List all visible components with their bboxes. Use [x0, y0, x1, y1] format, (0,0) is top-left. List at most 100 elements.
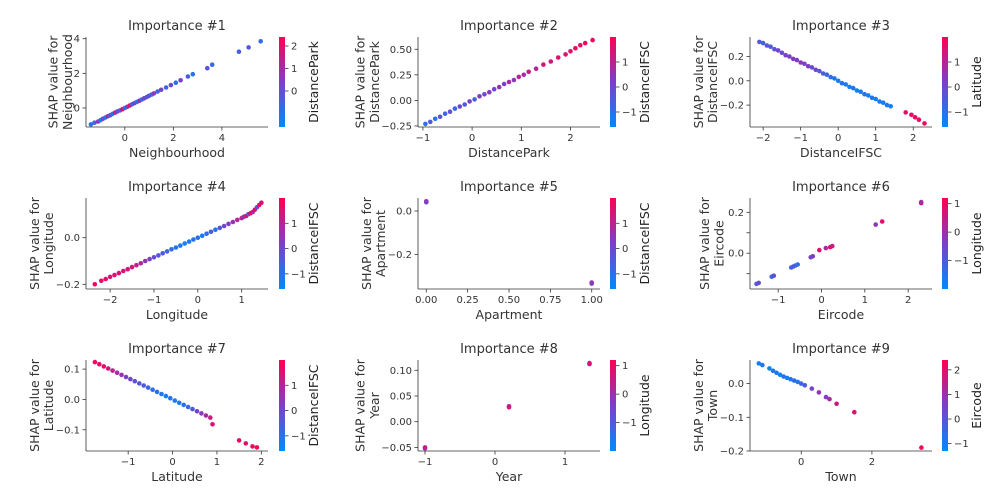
colorbar-label: Longitude	[969, 212, 984, 274]
data-point	[790, 56, 796, 62]
colorbar	[942, 198, 948, 289]
data-point	[795, 262, 800, 267]
x-tick-label: 1	[518, 133, 524, 144]
data-point	[555, 55, 561, 60]
data-point	[865, 93, 871, 98]
data-point	[843, 82, 848, 87]
y-axis-label-line-2: Year	[367, 391, 382, 419]
data-point	[783, 52, 788, 58]
colorbar-tick-label: 2	[954, 365, 960, 376]
x-axis-label: Apartment	[476, 307, 543, 322]
data-point	[862, 91, 867, 97]
data-point	[178, 78, 183, 83]
data-point	[178, 243, 183, 248]
data-point	[226, 221, 231, 227]
data-point	[442, 111, 448, 116]
chart-panel-3: Importance #3 −2 −1 0 1 2 −0.2 0.0 0.2 DistanceIF…	[691, 19, 984, 160]
data-point	[254, 445, 260, 450]
data-point	[472, 97, 477, 102]
data-point	[92, 120, 97, 125]
data-point	[767, 366, 772, 371]
x-tick-label: 0.00	[415, 295, 437, 306]
chart-panel-7: Importance #7−1 0 1 2−0.10.00.1LatitudeSHAP…	[27, 342, 321, 484]
chart-title: Importance #9	[792, 342, 890, 357]
chart-title: Importance #4	[128, 180, 226, 195]
colorbar-tick-label: −1	[954, 108, 969, 119]
data-point	[877, 99, 882, 104]
x-tick-label: 0	[469, 133, 475, 144]
data-point	[230, 219, 236, 225]
colorbar	[610, 198, 616, 289]
chart-panel-8: Importance #8−1 0 1−0.050.000.050.10YearSH…	[353, 342, 652, 484]
x-tick-label: 2	[910, 133, 916, 144]
data-point	[88, 122, 94, 127]
data-point	[199, 411, 204, 416]
data-point	[125, 266, 130, 272]
data-point	[176, 400, 182, 406]
data-point	[916, 117, 922, 122]
colorbar-tick-label: 0	[954, 228, 960, 239]
data-point	[190, 71, 196, 77]
data-point	[828, 74, 833, 80]
y-tick-label: −0.1	[56, 425, 80, 436]
y-axis-label-line-2: DistancePark	[367, 40, 382, 122]
data-point	[496, 84, 502, 90]
colorbar-tick-label: 0	[291, 87, 297, 98]
data-point	[191, 237, 196, 242]
data-point	[159, 391, 164, 397]
chart-title: Importance #6	[792, 180, 890, 195]
y-tick-label: 2	[74, 69, 80, 80]
x-axis-label: Neighbourhood	[129, 145, 225, 160]
data-point	[573, 46, 578, 51]
data-point	[168, 395, 173, 401]
y-tick-label: −0.2	[56, 280, 80, 291]
data-point	[779, 50, 785, 56]
x-tick-label: 2	[869, 457, 875, 468]
data-point	[918, 199, 924, 205]
data-point	[506, 79, 512, 85]
colorbar-tick-label: 0	[622, 244, 628, 255]
data-point	[97, 361, 102, 367]
colorbar-tick-label: −1	[954, 256, 969, 267]
data-point	[770, 368, 776, 374]
data-point	[869, 95, 875, 101]
y-axis-label: SHAP value forNeighbourhood	[45, 34, 74, 130]
data-point	[423, 121, 428, 127]
colorbar-tick-label: 1	[622, 361, 628, 372]
x-tick-label: 0	[122, 133, 128, 144]
y-tick-label: 0.1	[64, 365, 80, 376]
data-point	[541, 62, 546, 67]
x-tick-label: 0.25	[457, 295, 479, 306]
x-tick-label: 0	[818, 295, 824, 306]
data-point	[428, 119, 433, 125]
chart-panel-4: Importance #4−2 −1 0 1−0.20.0LongitudeSHAP …	[27, 180, 321, 322]
data-point	[491, 86, 497, 92]
data-point	[903, 110, 908, 115]
data-point	[169, 247, 174, 252]
data-point	[258, 39, 264, 44]
y-axis-label: SHAP value forDistancePark	[353, 35, 382, 129]
data-point	[92, 359, 98, 365]
data-point	[173, 245, 179, 250]
data-point	[781, 374, 786, 379]
data-point	[259, 200, 264, 205]
x-tick-label: 1.00	[581, 295, 603, 306]
data-point	[422, 445, 428, 450]
data-point	[182, 241, 187, 246]
x-tick-label: −1	[793, 133, 808, 144]
data-point	[835, 78, 841, 84]
data-point	[154, 389, 160, 395]
colorbar	[279, 37, 285, 127]
x-tick-label: 0	[835, 133, 841, 144]
colorbar-tick-label: −1	[954, 439, 969, 450]
x-tick-label: 0	[169, 457, 175, 468]
chart-title: Importance #8	[460, 342, 558, 357]
data-point	[563, 52, 568, 57]
data-point	[482, 92, 487, 97]
data-point	[116, 270, 122, 276]
x-tick-label: 1	[862, 295, 868, 306]
data-point	[185, 404, 191, 410]
x-tick-label: 4	[219, 133, 225, 144]
data-point	[802, 383, 808, 388]
chart-title: Importance #1	[128, 19, 226, 34]
